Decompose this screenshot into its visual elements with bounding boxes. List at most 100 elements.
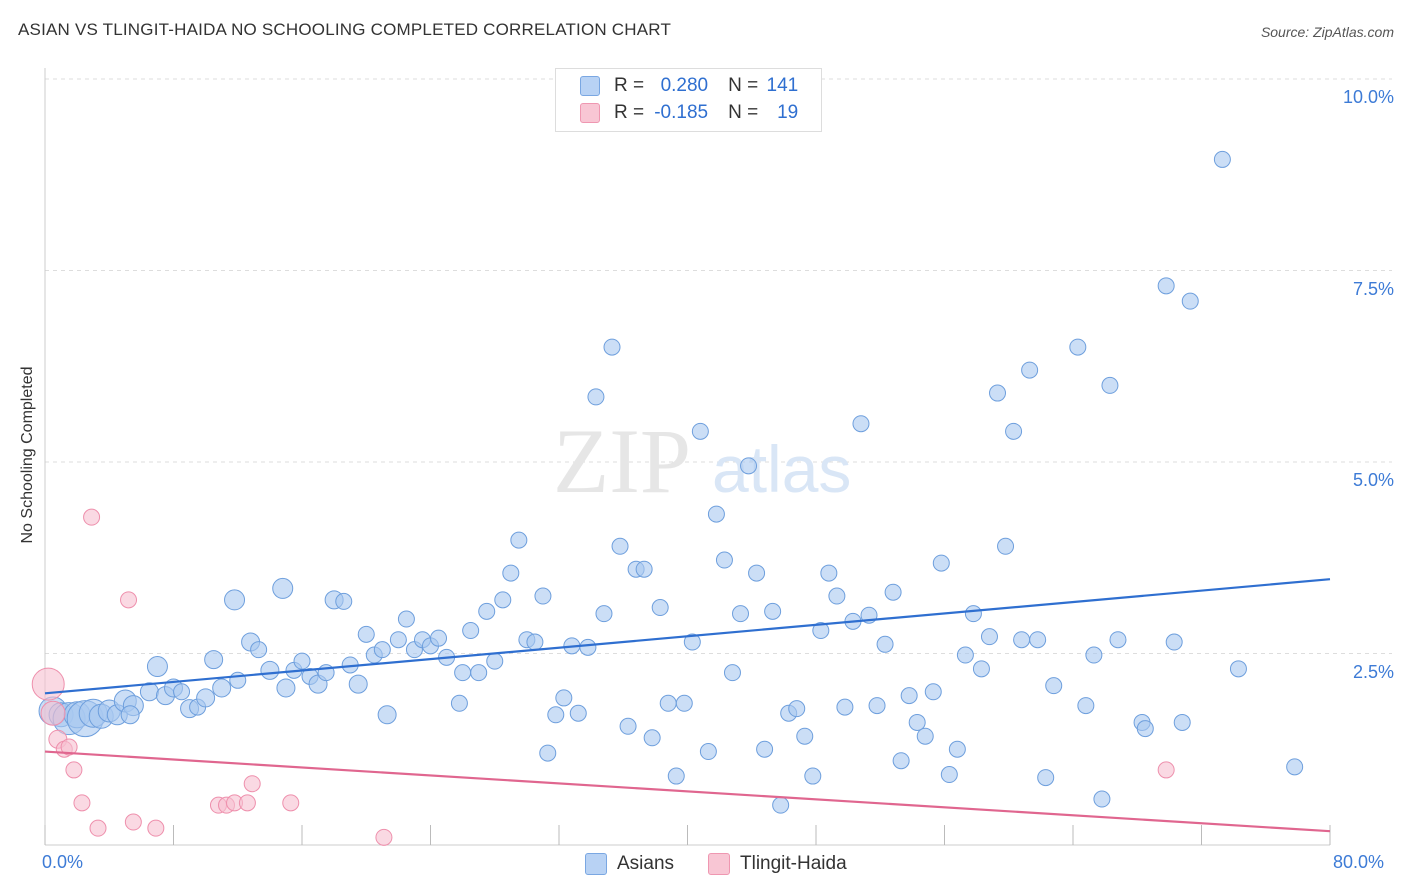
asian-point [1045,677,1063,695]
legend-n-value: 141 [766,75,799,96]
tlingit-point [120,591,138,609]
legend-n-label: N = [728,75,759,96]
tlingit-point [375,828,393,846]
asian-point [377,705,397,725]
legend-r-value: 0.280 [660,75,709,96]
asian-point [196,688,216,708]
asian-point [997,537,1015,555]
x-tick-max: 80.0% [1333,852,1385,872]
asian-point [430,629,448,647]
asian-point [357,625,375,643]
y-tick-label: 2.5% [1352,661,1394,682]
legend-label-asians: Asians [617,853,675,874]
tlingit-point [243,775,261,793]
asian-point [539,744,557,762]
x-tick-min: 0.0% [42,852,84,872]
asian-point [691,422,709,440]
asian-point [1021,361,1039,379]
asian-point [1085,646,1103,664]
asian-point [852,415,870,433]
asian-point [1109,631,1127,649]
legend-label-tlingit: Tlingit-Haida [740,853,847,874]
asian-point [173,683,191,701]
asian-point [796,727,814,745]
asian-point [908,713,926,731]
asian-point [940,766,958,784]
legend-r-label: R = [614,75,645,96]
asian-point [820,564,838,582]
correlation-legend: R = 0.280 N = 141 R = -0.185 N = 19 [555,68,822,132]
watermark-atlas: atlas [712,432,851,506]
asian-point [494,591,512,609]
asian-point [478,602,496,620]
asian-point [643,729,661,747]
asian-point [667,767,685,785]
asian-point [569,704,587,722]
legend-r-value: -0.185 [654,102,709,123]
asian-point [972,660,990,678]
asian-point [980,628,998,646]
asian-point [579,638,597,656]
asian-point [510,531,528,549]
legend-swatch-asians [585,853,607,875]
asian-point [651,599,669,617]
legend-item-asians[interactable]: Asians [585,850,674,878]
asian-point [723,664,741,682]
source-label: Source: ZipAtlas.com [1260,24,1394,40]
asian-point [916,727,934,745]
asian-point [470,664,488,682]
asian-point [924,683,942,701]
legend-n-label: N = [728,102,759,123]
watermark: ZIP atlas [553,410,851,512]
tlingit-points [31,508,1175,846]
legend-swatch-asians [580,76,600,96]
asian-point [547,706,565,724]
asian-point [756,740,774,758]
tlingit-point [124,813,142,831]
tlingit-point [83,508,101,526]
asian-point [595,605,613,623]
asian-point [1029,631,1047,649]
asian-point [204,650,224,670]
asian-point [348,674,368,694]
asian-point [1286,758,1304,776]
legend-swatch-tlingit [708,853,730,875]
asian-point [1173,713,1191,731]
asian-point [555,689,573,707]
asian-point [502,564,520,582]
tlingit-point [73,794,91,812]
asian-point [1069,338,1087,356]
asian-point [812,622,830,640]
asian-point [462,622,480,640]
asian-point [788,700,806,718]
asian-point [146,656,168,678]
tlingit-point [60,738,78,756]
tlingit-point [89,819,107,837]
y-tick-label: 5.0% [1352,470,1394,490]
asian-point [1181,292,1199,310]
asian-point [1005,422,1023,440]
asian-point [836,698,854,716]
asian-point [250,641,268,659]
tlingit-point [238,794,256,812]
asian-point [450,694,468,712]
asian-point [611,537,629,555]
asian-point [224,589,246,611]
asian-point [932,554,950,572]
trend-lines [44,578,1331,833]
asian-point [397,610,415,628]
asian-point [1077,697,1095,715]
asian-trend-line [44,578,1331,695]
asian-point [454,664,472,682]
asian-point [587,388,605,406]
asian-point [603,338,621,356]
asian-point [335,592,353,610]
tlingit-point [147,819,165,837]
asian-point [1013,631,1031,649]
tlingit-point [1157,761,1175,779]
watermark-zip: ZIP [553,410,691,512]
legend-item-tlingit[interactable]: Tlingit-Haida [708,850,847,878]
legend-row-tlingit: R = -0.185 N = 19 [580,101,798,125]
asian-point [900,687,918,705]
